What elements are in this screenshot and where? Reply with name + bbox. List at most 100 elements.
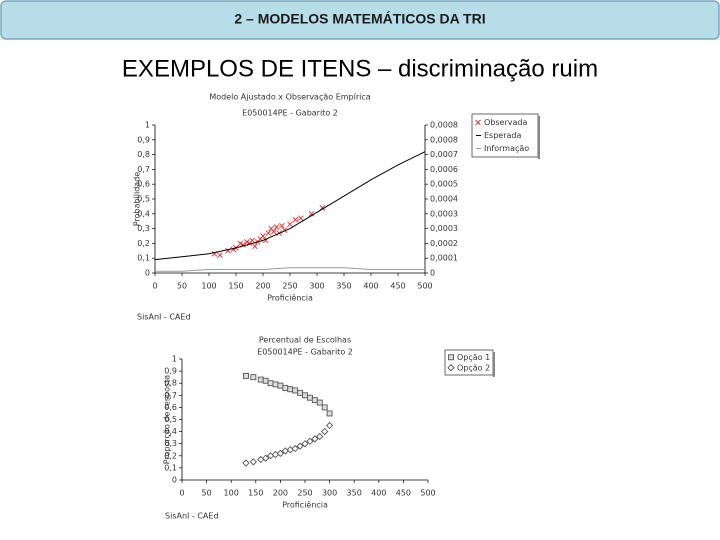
y-tick-label: 0,4 xyxy=(164,427,177,436)
x-tick-label: 500 xyxy=(417,282,432,291)
diamond-marker xyxy=(271,450,280,459)
x-tick-label: 450 xyxy=(396,489,411,498)
y2-tick-label: 0 xyxy=(430,269,435,278)
y-axis-label: Proporção de resposta xyxy=(163,375,172,465)
diamond-marker xyxy=(242,459,250,467)
diamond-marker xyxy=(301,440,309,448)
series-line xyxy=(155,267,425,272)
legend-shadow xyxy=(493,352,495,377)
y-tick-label: 0,4 xyxy=(137,209,150,218)
series-line xyxy=(154,151,426,261)
x-marker xyxy=(297,215,304,222)
square-marker xyxy=(321,404,328,411)
y-tick-label: 0,7 xyxy=(137,165,150,174)
y-tick-label: 0,9 xyxy=(164,367,177,376)
square-marker xyxy=(297,389,304,396)
x-marker xyxy=(216,252,223,259)
square-marker xyxy=(326,410,333,417)
diamond-marker xyxy=(306,437,314,445)
legend-box xyxy=(471,113,539,158)
square-marker xyxy=(282,385,289,391)
x-tick-label: 400 xyxy=(363,282,378,291)
x-tick-label: 200 xyxy=(273,489,288,498)
y-tick-label: 0 xyxy=(172,476,177,485)
diamond-marker xyxy=(325,421,334,430)
y2-tick-label: 0,0002 xyxy=(430,239,458,248)
x-tick-label: 300 xyxy=(309,282,324,291)
square-marker xyxy=(306,394,313,401)
y-tick-label: 0,1 xyxy=(137,254,150,263)
diamond-marker xyxy=(311,435,319,443)
x-marker xyxy=(279,222,285,229)
diamond-marker xyxy=(286,446,294,454)
square-marker xyxy=(302,392,308,399)
y-tick-label: 0,9 xyxy=(137,135,150,144)
y-tick-label: 0,6 xyxy=(137,180,150,189)
diamond-marker xyxy=(257,455,265,464)
y2-tick-label: 0,0005 xyxy=(430,180,458,189)
x-tick-label: 300 xyxy=(322,489,337,498)
square-marker xyxy=(287,386,294,393)
x-marker xyxy=(252,243,258,250)
x-marker xyxy=(243,239,250,245)
square-marker xyxy=(257,376,264,383)
header-bar xyxy=(0,0,720,40)
x-tick-label: 400 xyxy=(371,489,386,498)
y2-tick-label: 0,0001 xyxy=(430,254,458,263)
x-axis-label: Proficiência xyxy=(267,293,313,303)
diamond-marker xyxy=(262,454,270,462)
y2-tick-label: 0,0006 xyxy=(430,165,458,174)
x-tick-label: 350 xyxy=(336,282,351,291)
y2-tick-label: 0,0004 xyxy=(430,195,458,204)
x-tick-label: 150 xyxy=(248,489,263,498)
y-tick-label: 0,3 xyxy=(164,439,177,448)
y-tick-label: 0,6 xyxy=(164,403,177,412)
y-tick-label: 0,1 xyxy=(164,463,177,472)
x-tick-label: 500 xyxy=(420,489,435,498)
square-marker xyxy=(262,377,269,384)
chart-subtitle: E050014PE - Gabarito 2 xyxy=(242,109,338,118)
footnote: SisAnI - CAEd xyxy=(165,512,219,521)
diamond-marker xyxy=(296,442,304,450)
header-title: 2 – MODELOS MATEMÁTICOS DA TRI xyxy=(234,11,485,27)
x-marker xyxy=(287,221,293,227)
y-tick-label: 1 xyxy=(172,355,177,364)
diamond-marker xyxy=(249,458,257,466)
y-tick-label: 0,2 xyxy=(137,239,150,248)
square-marker xyxy=(292,387,299,394)
x-tick-label: 100 xyxy=(224,489,239,498)
x-tick-label: 50 xyxy=(177,282,187,291)
x-tick-label: 0 xyxy=(179,489,184,498)
chart-title: Percentual de Escolhas xyxy=(259,336,351,345)
y2-tick-label: 0,0008 xyxy=(430,135,458,144)
square-marker xyxy=(250,374,257,381)
x-marker xyxy=(270,228,277,235)
y-tick-label: 1 xyxy=(145,121,150,130)
x-tick-label: 150 xyxy=(228,282,243,291)
diamond-marker xyxy=(291,444,299,453)
y-tick-label: 0,7 xyxy=(164,391,177,400)
x-tick-label: 50 xyxy=(202,489,212,498)
x-marker xyxy=(475,119,481,126)
x-marker xyxy=(237,240,244,247)
square-marker xyxy=(243,372,249,379)
legend-shadow xyxy=(538,116,540,159)
x-marker xyxy=(273,224,280,230)
x-tick-label: 350 xyxy=(347,489,362,498)
diamond-marker xyxy=(316,432,324,441)
x-tick-label: 250 xyxy=(282,282,297,291)
legend-label: Esperada xyxy=(484,131,521,140)
x-tick-label: 200 xyxy=(255,282,270,291)
x-tick-label: 250 xyxy=(297,489,312,498)
y2-tick-label: 0,0008 xyxy=(430,121,458,130)
square-marker xyxy=(277,382,284,389)
y-tick-label: 0,3 xyxy=(137,224,150,233)
y-tick-label: 0,5 xyxy=(137,195,150,204)
square-marker xyxy=(316,399,323,406)
y-axis-label: Probabilidade xyxy=(133,172,142,226)
diamond-marker xyxy=(321,427,329,436)
legend-label: Informação xyxy=(484,144,529,153)
footnote: SisAnI - CAEd xyxy=(137,313,191,322)
y2-tick-label: 0,0003 xyxy=(430,209,458,218)
